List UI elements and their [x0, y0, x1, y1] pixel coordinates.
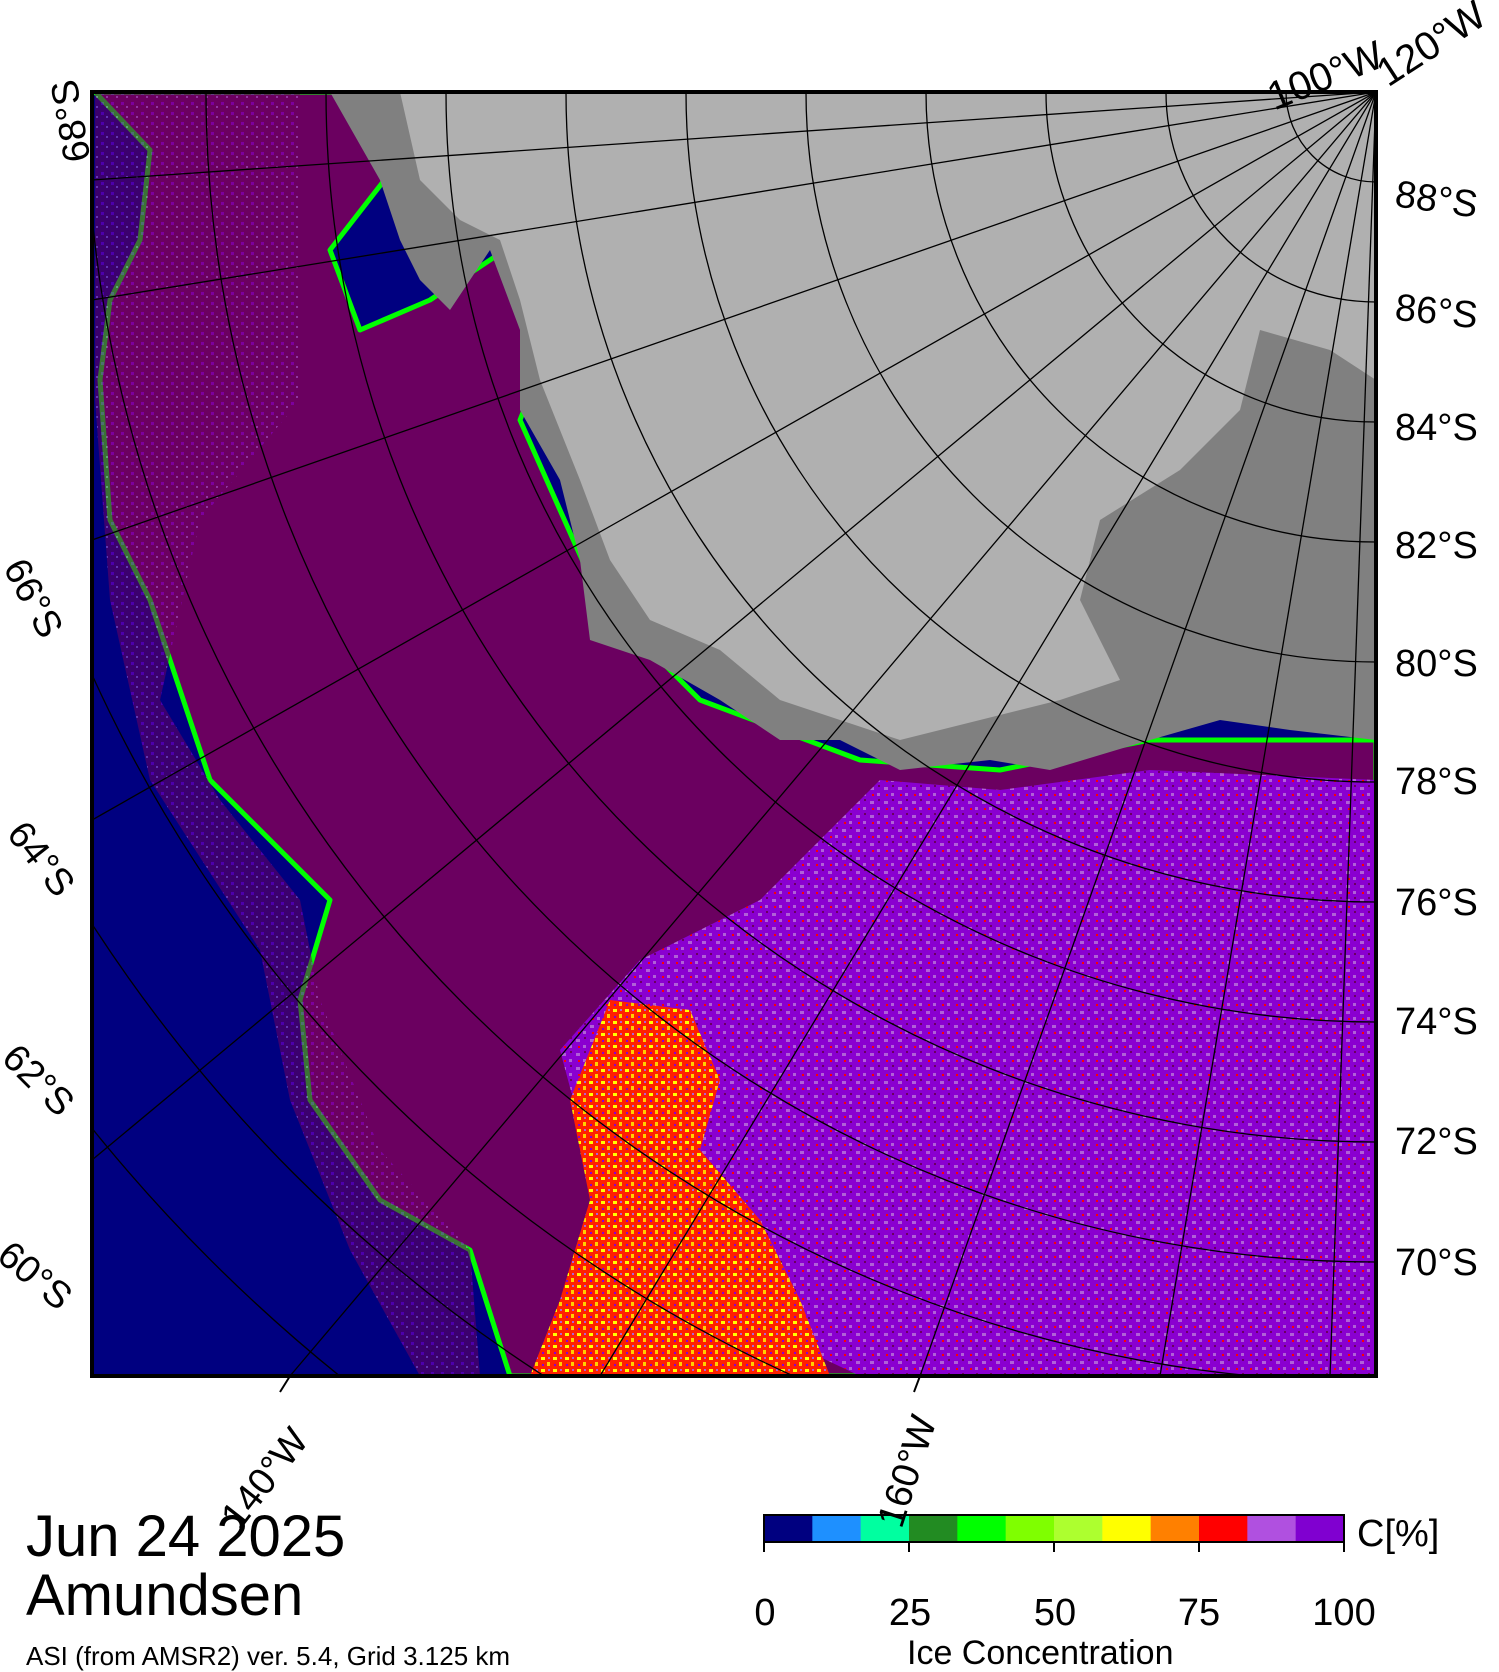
map-frame — [90, 90, 1378, 1378]
colorbar-title: Ice Concentration — [907, 1634, 1174, 1672]
lat-label-70: 70°S — [1395, 1242, 1478, 1284]
low-ice-patch — [530, 1000, 830, 1376]
colorbar-tick-75: 75 — [1177, 1592, 1221, 1634]
colorbar-segment — [1247, 1515, 1297, 1542]
lat-label-78: 78°S — [1395, 761, 1478, 803]
colorbar-segment — [812, 1515, 862, 1542]
lat-label-82: 82°S — [1395, 525, 1478, 567]
map-date: Jun 24 2025 — [26, 1504, 346, 1569]
region-name: Amundsen — [26, 1563, 304, 1628]
colorbar-segment — [1150, 1515, 1200, 1542]
colorbar-segment — [1005, 1515, 1055, 1542]
lat-label-86: 86°S — [1393, 286, 1480, 338]
lat-label-84: 84°S — [1395, 407, 1478, 449]
colorbar-segment — [764, 1515, 813, 1542]
colorbar-segment — [860, 1515, 910, 1542]
colorbar — [763, 1515, 1345, 1552]
colorbar-segment — [957, 1515, 1007, 1542]
colorbar-segment — [1295, 1515, 1345, 1542]
mixed-ice-area — [560, 770, 1376, 1376]
colorbar-segment — [1102, 1515, 1152, 1542]
lat-label-74: 74°S — [1395, 1001, 1478, 1043]
colorbar-segment — [909, 1515, 958, 1542]
colorbar-tick-0: 0 — [754, 1592, 776, 1634]
colorbar-unit: C[%] — [1357, 1513, 1440, 1555]
lat-label-72: 72°S — [1395, 1121, 1478, 1163]
colorbar-tick-25: 25 — [888, 1592, 932, 1634]
data-source: ASI (from AMSR2) ver. 5.4, Grid 3.125 km — [26, 1641, 511, 1671]
colorbar-segment — [1054, 1515, 1103, 1542]
continental-ice — [400, 92, 1376, 740]
colorbar-segment — [1199, 1515, 1248, 1542]
lat-label-80: 80°S — [1395, 643, 1478, 685]
colorbar-tick-100: 100 — [1312, 1592, 1376, 1634]
edge-ice — [95, 92, 480, 1376]
lat-label-76: 76°S — [1395, 882, 1478, 924]
colorbar-tick-50: 50 — [1033, 1592, 1077, 1634]
